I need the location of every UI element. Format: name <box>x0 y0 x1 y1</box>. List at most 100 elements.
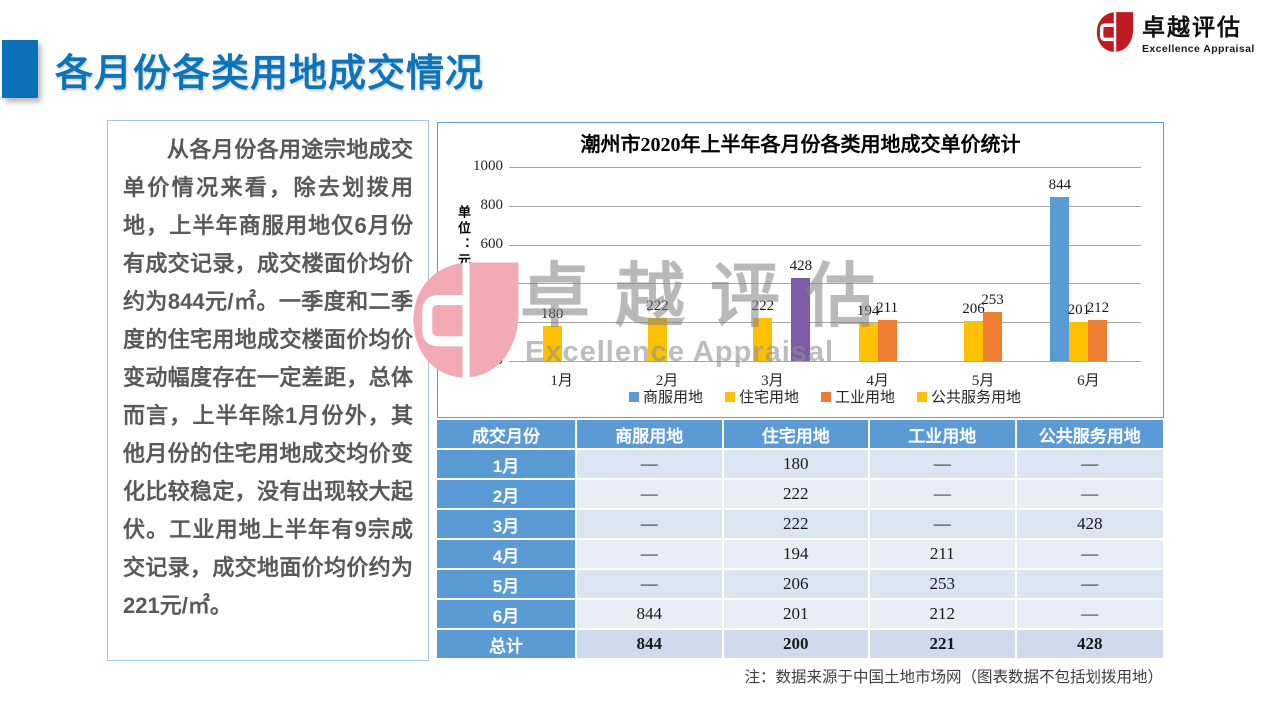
logo-name: 卓越评估 <box>1142 15 1242 40</box>
table-value-cell: 222 <box>723 480 870 510</box>
bar-residential-4月 <box>858 323 878 361</box>
table-header-cell: 公共服务用地 <box>1016 420 1163 450</box>
y-tick-label: 200 <box>480 313 504 330</box>
x-tick-label: 3月 <box>761 373 784 389</box>
bar-value-label: 428 <box>789 257 813 274</box>
source-note: 注：数据来源于中国土地市场网（图表数据不包括划拨用地） <box>744 669 1163 686</box>
table-month-cell: 5月 <box>437 570 577 600</box>
chart-title: 潮州市2020年上半年各月份各类用地成交单价统计 <box>580 134 1021 156</box>
bar-value-label: 222 <box>751 297 775 314</box>
bar-residential-3月 <box>753 317 773 361</box>
table-value-cell: — <box>1016 570 1163 600</box>
table-value-cell: 212 <box>870 600 1017 630</box>
analysis-text-panel: 从各月份各用途宗地成交单价情况来看，除去划拨用地，上半年商服用地仅6月份有成交记… <box>107 120 429 661</box>
table-row: 总计 844 200 221 428 <box>437 630 1163 660</box>
table-header-row: 成交月份 商服用地 住宅用地 工业用地 公共服务用地 <box>437 420 1163 450</box>
table-value-cell: 844 <box>577 600 724 630</box>
table-value-cell: — <box>577 450 724 480</box>
y-tick-label: 0 <box>495 352 504 368</box>
table-value-cell: 844 <box>577 630 724 660</box>
y-tick-label: 400 <box>480 274 504 291</box>
excellence-appraisal-logo-icon <box>1096 11 1134 52</box>
table-value-cell: 221 <box>870 630 1017 660</box>
table-value-cell: 222 <box>723 510 870 540</box>
table-value-cell: 428 <box>1016 510 1163 540</box>
legend-swatch-residential <box>724 391 735 402</box>
bar-residential-2月 <box>648 317 667 361</box>
legend-item-public-service: 公共服务用地 <box>917 386 1021 407</box>
table-header-cell: 商服用地 <box>577 420 724 450</box>
table-value-cell: 180 <box>723 450 870 480</box>
table-month-cell: 2月 <box>437 480 577 510</box>
table-header-cell: 住宅用地 <box>723 420 870 450</box>
table-row: 1月 —180— — <box>437 450 1163 480</box>
x-tick-label: 5月 <box>971 373 995 389</box>
bar-industrial-4月 <box>877 320 897 361</box>
legend-item-industrial: 工业用地 <box>821 386 895 407</box>
legend-label: 公共服务用地 <box>931 390 1022 406</box>
bar-public-service-3月 <box>791 277 811 361</box>
table-value-cell: — <box>870 510 1017 540</box>
data-table: 成交月份 商服用地 住宅用地 工业用地 公共服务用地 1月 —180— —2月 —222— —3… <box>437 420 1163 660</box>
title-accent-square <box>2 40 38 98</box>
x-tick-label: 4月 <box>866 373 889 389</box>
legend-swatch-public-service <box>917 391 928 402</box>
table-value-cell: 428 <box>1016 630 1163 660</box>
table-value-cell: — <box>1016 480 1163 510</box>
x-tick-label: 6月 <box>1077 373 1100 389</box>
legend-item-commercial: 商服用地 <box>628 386 703 407</box>
table-value-cell: — <box>1016 450 1163 480</box>
y-gridline <box>509 244 1141 246</box>
legend-swatch-commercial <box>628 391 639 402</box>
chart-legend: 商服用地 住宅用地 工业用地 公共服务用地 <box>509 386 1141 407</box>
y-tick-label: 600 <box>480 235 504 252</box>
legend-label: 商服用地 <box>642 390 703 406</box>
bar-industrial-6月 <box>1088 319 1108 361</box>
legend-label: 住宅用地 <box>738 390 799 406</box>
table-row: 6月 844 201 212— <box>437 600 1163 630</box>
table-value-cell: 201 <box>723 600 870 630</box>
bar-residential-5月 <box>964 321 983 361</box>
table-value-cell: — <box>577 570 724 600</box>
table-month-cell: 4月 <box>437 540 577 570</box>
page-title: 各月份各类用地成交情况 <box>55 53 485 95</box>
bar-value-label: 201 <box>1067 302 1091 318</box>
bar-value-label: 194 <box>856 303 880 320</box>
y-gridline <box>509 205 1141 207</box>
table-row: 5月 —206 253— <box>437 570 1163 600</box>
table-month-cell: 1月 <box>437 450 577 480</box>
table-value-cell: 200 <box>723 630 870 660</box>
table-value-cell: — <box>577 510 724 540</box>
y-gridline <box>509 361 1141 362</box>
logo-subtitle: Excellence Appraisal <box>1142 43 1255 55</box>
x-tick-label: 2月 <box>655 373 679 389</box>
analysis-text: 从各月份各用途宗地成交单价情况来看，除去划拨用地，上半年商服用地仅6月份有成交记… <box>123 137 413 618</box>
bar-value-label: 206 <box>962 301 985 318</box>
bar-value-label: 222 <box>646 297 669 314</box>
legend-item-residential: 住宅用地 <box>724 386 799 407</box>
company-logo: 卓越评估 Excellence Appraisal <box>1096 8 1255 55</box>
table-value-cell: 194 <box>723 540 870 570</box>
chart-panel: 潮州市2020年上半年各月份各类用地成交单价统计 单位：元/㎡ 商服用地 住宅用地… <box>437 122 1164 418</box>
table-row: 3月 —222—428 <box>437 510 1163 540</box>
table-row: 2月 —222— — <box>437 480 1163 510</box>
table-month-cell: 6月 <box>437 600 577 630</box>
table-value-cell: — <box>870 450 1017 480</box>
bar-residential-1月 <box>542 326 562 361</box>
table-month-cell: 总计 <box>437 630 577 660</box>
table-header-cell: 工业用地 <box>870 420 1017 450</box>
bar-industrial-5月 <box>983 311 1002 361</box>
y-gridline <box>509 283 1141 285</box>
table-value-cell: — <box>870 480 1017 510</box>
table-value-cell: 211 <box>870 540 1017 570</box>
table-value-cell: 206 <box>723 570 870 600</box>
bar-residential-6月 <box>1069 322 1089 361</box>
legend-swatch-industrial <box>821 391 831 402</box>
x-tick-label: 1月 <box>550 373 573 389</box>
logo-text: 卓越评估 Excellence Appraisal <box>1142 8 1255 55</box>
bar-value-label: 253 <box>981 291 1004 308</box>
bar-commercial-6月 <box>1050 197 1070 361</box>
table-value-cell: 253 <box>870 570 1017 600</box>
table-month-cell: 3月 <box>437 510 577 540</box>
table-value-cell: — <box>577 480 724 510</box>
